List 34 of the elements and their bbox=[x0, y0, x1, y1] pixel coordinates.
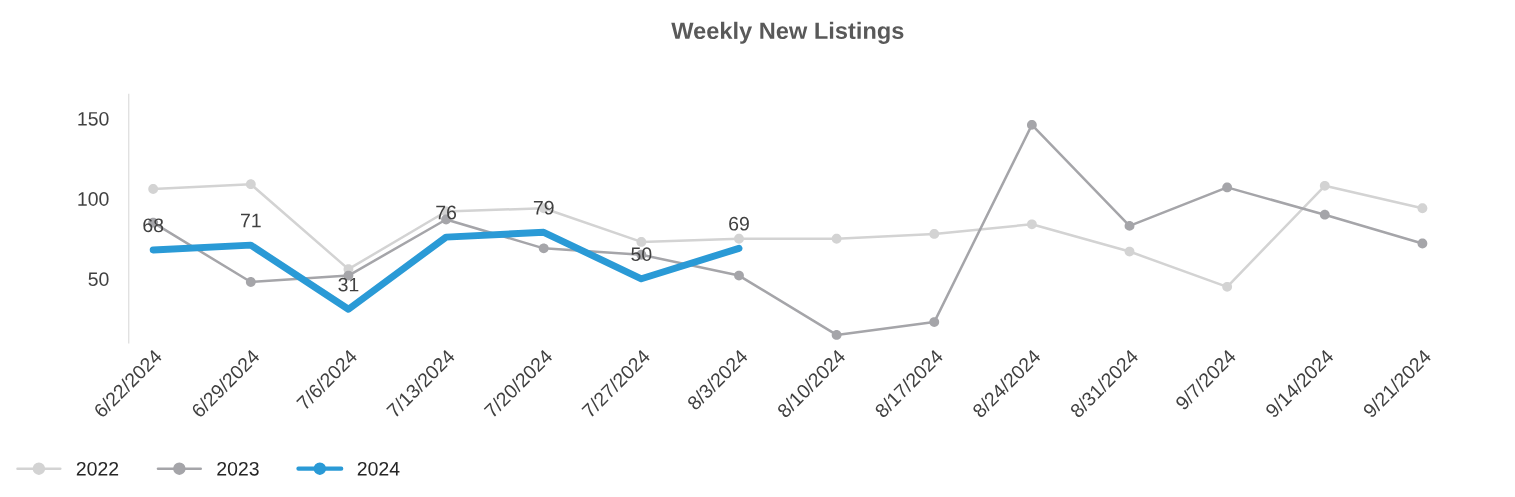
y-tick-label: 50 bbox=[88, 272, 109, 287]
point bbox=[538, 243, 549, 254]
point bbox=[1026, 219, 1037, 230]
data-label: 76 bbox=[436, 205, 457, 220]
data-label: 69 bbox=[729, 216, 749, 231]
point bbox=[929, 229, 940, 239]
point bbox=[1319, 209, 1330, 220]
point bbox=[245, 277, 256, 287]
data-label: 68 bbox=[143, 218, 164, 233]
legend-label: 2024 bbox=[357, 461, 400, 476]
point bbox=[1222, 182, 1233, 193]
point bbox=[831, 330, 842, 340]
point bbox=[734, 233, 744, 244]
data-label: 31 bbox=[338, 277, 359, 292]
point bbox=[1417, 203, 1428, 214]
point bbox=[1319, 180, 1330, 191]
point bbox=[831, 233, 842, 244]
y-tick-label: 100 bbox=[78, 192, 109, 206]
point bbox=[1222, 281, 1233, 292]
point bbox=[734, 270, 744, 281]
legend-label: 2022 bbox=[76, 461, 119, 476]
y-tick-label: 150 bbox=[78, 111, 109, 126]
data-label: 79 bbox=[533, 200, 554, 215]
point bbox=[1026, 119, 1037, 130]
point bbox=[1417, 238, 1428, 249]
point bbox=[148, 184, 159, 194]
legend-label: 2023 bbox=[217, 461, 259, 476]
point bbox=[245, 179, 256, 190]
data-label: 71 bbox=[241, 213, 261, 228]
point bbox=[929, 317, 940, 327]
chart-title: Weekly New Listings bbox=[671, 21, 904, 44]
point bbox=[636, 237, 647, 247]
point bbox=[1124, 220, 1135, 231]
point bbox=[1124, 246, 1135, 257]
